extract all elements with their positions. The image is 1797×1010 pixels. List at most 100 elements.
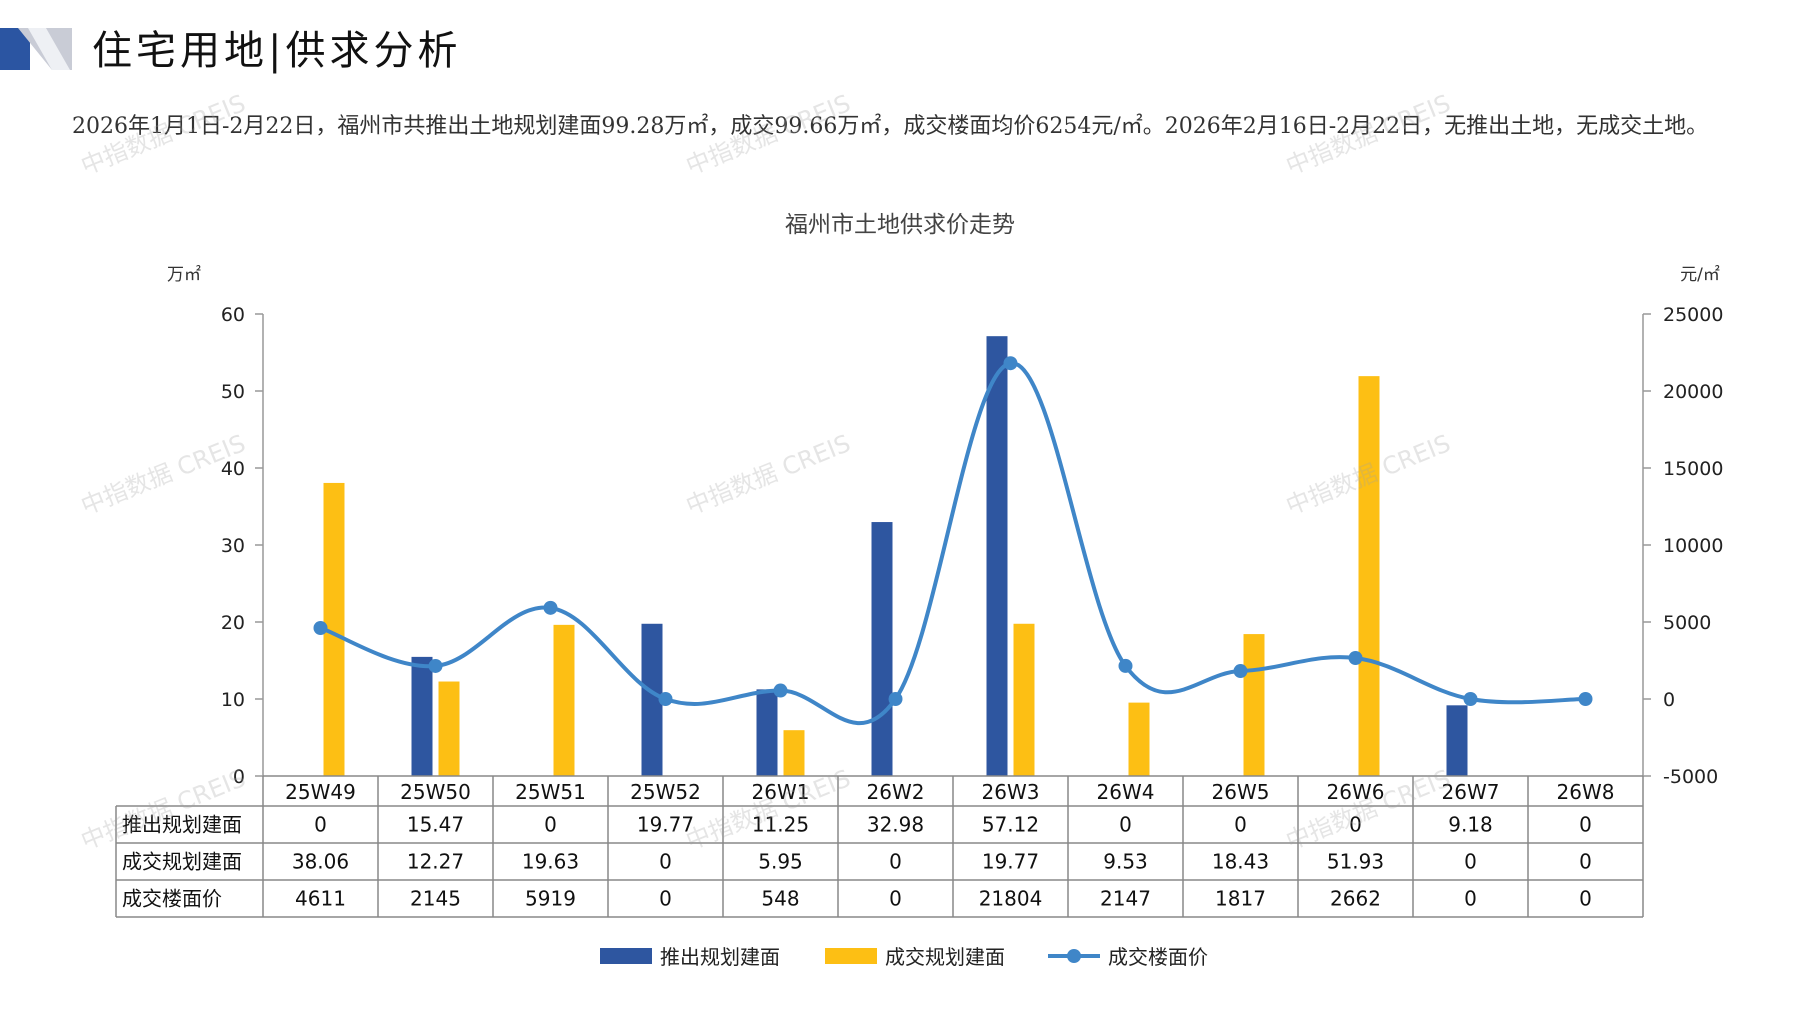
price-point-26W8	[1578, 692, 1593, 706]
y-left-unit: 万㎡	[167, 265, 201, 285]
table-cell: 32.98	[867, 813, 924, 837]
table-cell: 5.95	[758, 850, 803, 874]
table-row-label: 推出规划建面	[122, 813, 242, 837]
y-left-tick-label: 0	[233, 766, 245, 788]
legend-swatch-price-marker	[1067, 949, 1081, 963]
y-right-tick-label: 20000	[1663, 381, 1723, 403]
bar-deal-26W5	[1243, 634, 1265, 776]
table-cell: 0	[659, 887, 672, 911]
bar-supply-25W52	[641, 623, 663, 776]
y-left-tick-label: 60	[221, 304, 245, 326]
line-series	[313, 356, 1593, 726]
price-line	[319, 361, 1586, 726]
table-cell: 4611	[295, 887, 346, 911]
x-tick-label: 25W51	[515, 780, 586, 804]
y-right-tick-label: 0	[1663, 689, 1675, 711]
legend-label: 成交规划建面	[885, 945, 1005, 969]
bar-series	[323, 336, 1468, 776]
table-cell: 0	[1234, 813, 1247, 837]
legend-swatch-deal	[825, 948, 877, 964]
table-cell: 19.77	[637, 813, 694, 837]
table-row-label: 成交楼面价	[122, 887, 222, 911]
y-right-unit: 元/㎡	[1680, 265, 1720, 285]
price-point-26W4	[1118, 658, 1133, 673]
price-point-25W50	[428, 658, 443, 673]
price-point-26W3	[1003, 356, 1018, 371]
table-cell: 0	[1579, 850, 1592, 874]
bar-supply-26W7	[1446, 705, 1468, 776]
table-cell: 9.53	[1103, 850, 1148, 874]
bar-deal-25W50	[438, 681, 460, 776]
table-cell: 57.12	[982, 813, 1039, 837]
price-point-25W51	[543, 600, 558, 615]
table-cell: 2145	[410, 887, 461, 911]
table-cell: 548	[761, 887, 799, 911]
header-logo-mark	[0, 28, 72, 70]
price-point-26W7	[1463, 692, 1478, 706]
table-cell: 0	[544, 813, 557, 837]
price-point-26W6	[1348, 651, 1363, 666]
table-cell: 21804	[979, 887, 1043, 911]
table-cell: 2662	[1330, 887, 1381, 911]
table-cell: 0	[1464, 887, 1477, 911]
page-title: 住宅用地|供求分析	[92, 28, 462, 74]
data-table: 25W49 25W50 25W51 25W52 26W1 26W2 26W3 26W4 26W5…	[115, 775, 1644, 918]
axes: 0 10 20 30 40 50 60 -5000 0 5000 10000 15000 20000 25…	[221, 304, 1724, 788]
bar-deal-26W4	[1128, 702, 1150, 776]
table-cell: 0	[1119, 813, 1132, 837]
table-cell: 0	[889, 887, 902, 911]
bar-supply-25W50	[411, 656, 433, 776]
table-cell: 15.47	[407, 813, 464, 837]
bar-deal-26W1	[783, 730, 805, 776]
x-tick-label: 25W50	[400, 780, 471, 804]
bar-supply-26W1	[756, 689, 778, 776]
bar-deal-26W6	[1358, 376, 1380, 776]
y-right-tick-label: -5000	[1663, 766, 1718, 788]
x-tick-label: 26W6	[1327, 780, 1385, 804]
table-cell: 18.43	[1212, 850, 1269, 874]
bar-deal-26W3	[1013, 623, 1035, 776]
table-cell: 0	[1349, 813, 1362, 837]
y-left-tick-label: 10	[221, 689, 245, 711]
price-point-26W1	[773, 683, 788, 698]
y-right-tick-label: 10000	[1663, 535, 1723, 557]
table-cell: 9.18	[1448, 813, 1493, 837]
x-tick-label: 26W7	[1442, 780, 1500, 804]
y-left-tick-label: 30	[221, 535, 245, 557]
summary-text: 2026年1月1日-2月22日，福州市共推出土地规划建面99.28万㎡，成交99…	[72, 114, 1709, 139]
x-tick-label: 25W52	[630, 780, 701, 804]
x-tick-label: 26W4	[1097, 780, 1155, 804]
y-right-tick-label: 5000	[1663, 612, 1711, 634]
table-cell: 0	[889, 850, 902, 874]
table-cell: 0	[314, 813, 327, 837]
legend-swatch-supply	[600, 948, 652, 964]
price-point-25W49	[313, 620, 328, 635]
bar-supply-26W2	[871, 522, 893, 776]
table-cell: 0	[1579, 887, 1592, 911]
table-cell: 5919	[525, 887, 576, 911]
table-cell: 0	[1464, 850, 1477, 874]
y-left-tick-label: 20	[221, 612, 245, 634]
table-cell: 51.93	[1327, 850, 1384, 874]
table-cell: 38.06	[292, 850, 349, 874]
table-cell: 12.27	[407, 850, 464, 874]
legend-label: 成交楼面价	[1108, 945, 1208, 969]
x-tick-label: 25W49	[285, 780, 356, 804]
y-left-tick-label: 40	[221, 458, 245, 480]
price-point-26W2	[888, 692, 903, 706]
legend-label: 推出规划建面	[660, 945, 780, 969]
y-right-tick-label: 25000	[1663, 304, 1723, 326]
x-tick-label: 26W3	[982, 780, 1040, 804]
table-cell: 19.77	[982, 850, 1039, 874]
price-point-26W5	[1233, 664, 1248, 679]
legend: 推出规划建面 成交规划建面 成交楼面价	[600, 945, 1208, 969]
table-cell: 1817	[1215, 887, 1266, 911]
table-cell: 11.25	[752, 813, 809, 837]
x-tick-label: 26W5	[1212, 780, 1270, 804]
table-cell: 2147	[1100, 887, 1151, 911]
price-point-25W52	[658, 692, 673, 706]
bar-supply-26W3	[986, 336, 1008, 776]
x-tick-label: 26W1	[752, 780, 810, 804]
x-tick-label: 26W2	[867, 780, 925, 804]
